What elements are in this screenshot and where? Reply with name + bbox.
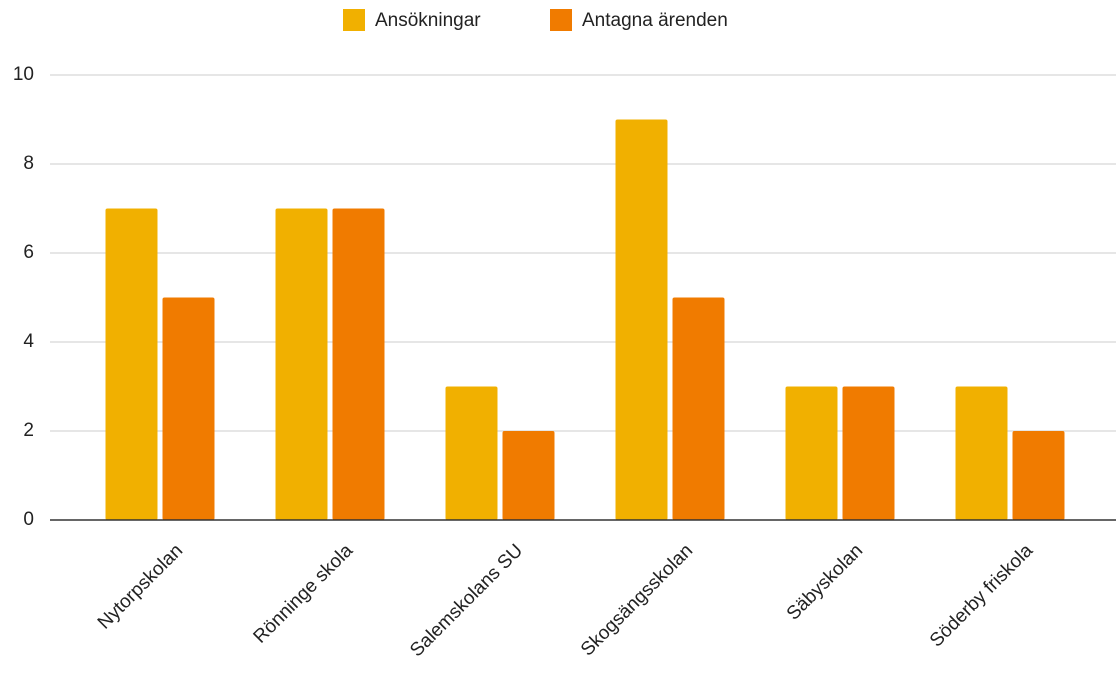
y-tick-label: 6 — [23, 242, 34, 263]
x-tick-label: Säbyskolan — [783, 540, 867, 624]
x-tick-label: Salemskolans SU — [406, 540, 527, 661]
y-tick-label: 2 — [23, 420, 34, 441]
x-tick-label: Rönninge skola — [250, 540, 358, 648]
bar — [275, 208, 328, 520]
y-tick-label: 8 — [23, 153, 34, 174]
bar — [672, 297, 725, 520]
bar — [502, 431, 555, 520]
y-tick-label: 4 — [23, 331, 34, 352]
bar — [1012, 431, 1065, 520]
x-tick-label: Skogsängsskolan — [577, 540, 697, 660]
bar — [332, 208, 385, 520]
y-tick-label: 10 — [13, 64, 34, 85]
bar — [445, 386, 498, 520]
bar — [615, 119, 668, 520]
legend-swatch — [550, 9, 572, 31]
bar — [162, 297, 215, 520]
bar — [105, 208, 158, 520]
legend-label: Ansökningar — [375, 10, 481, 31]
y-tick-label: 0 — [23, 509, 34, 530]
x-tick-label: Söderby friskola — [926, 540, 1037, 651]
bar — [955, 386, 1008, 520]
legend-swatch — [343, 9, 365, 31]
bar — [785, 386, 838, 520]
legend-label: Antagna ärenden — [582, 10, 728, 31]
x-tick-label: Nytorpskolan — [94, 540, 187, 633]
bar — [842, 386, 895, 520]
